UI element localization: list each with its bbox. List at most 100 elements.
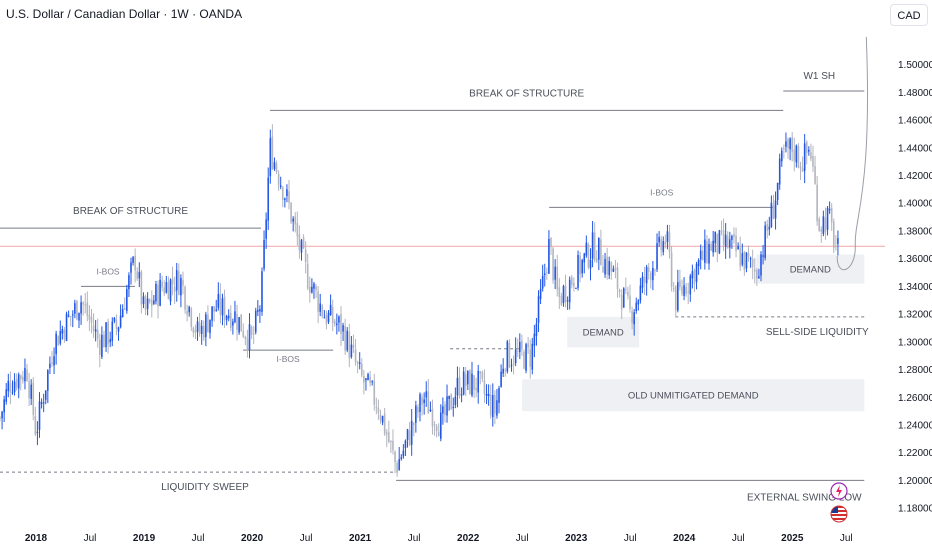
candle-body <box>381 415 384 423</box>
candle-body <box>679 280 681 288</box>
level-label: BREAK OF STRUCTURE <box>73 206 188 217</box>
candle-body <box>209 319 211 334</box>
candle-body <box>234 311 236 323</box>
x-tick-label: Jul <box>840 533 853 544</box>
candle-body <box>614 267 617 270</box>
candle-body <box>668 232 671 253</box>
candle-body <box>327 312 330 323</box>
candle-body <box>22 376 24 381</box>
candle-body <box>508 343 511 368</box>
candle-body <box>150 299 153 306</box>
candle-body <box>610 262 613 272</box>
alert-icon[interactable] <box>830 482 848 500</box>
candle-body <box>184 286 186 310</box>
candle-body <box>103 334 105 348</box>
candle-body <box>793 149 796 162</box>
candle-body <box>785 141 787 147</box>
level-label: I-BOS <box>277 354 300 364</box>
candle-body <box>622 288 625 308</box>
candle-body <box>358 362 361 365</box>
y-axis[interactable]: 1.18000 1.20000 1.22000 1.24000 1.26000 1.280… <box>898 60 932 514</box>
candle-body <box>130 262 132 273</box>
candle-body <box>24 367 26 382</box>
candle-body <box>252 333 255 335</box>
candle-body <box>128 275 130 290</box>
candle-body <box>419 394 421 412</box>
candle-body <box>311 286 313 293</box>
candle-body <box>521 340 523 350</box>
candle-body <box>402 450 405 457</box>
candle-body <box>641 276 644 288</box>
x-tick-label: Jul <box>516 533 529 544</box>
candle-body <box>329 304 332 316</box>
x-tick-label: Jul <box>192 533 205 544</box>
candle-body <box>799 166 802 169</box>
level-label: LIQUIDITY SWEEP <box>161 482 249 493</box>
candle-body <box>670 252 673 287</box>
candle-body <box>192 327 195 333</box>
candle-body <box>44 390 47 400</box>
candle-body <box>439 412 442 439</box>
candle-body <box>227 315 230 319</box>
candle-body <box>84 304 87 306</box>
candle-body <box>570 277 573 285</box>
candle-body <box>182 280 184 286</box>
candle-body <box>612 268 615 272</box>
candle-body <box>101 334 103 357</box>
candle-body <box>525 344 527 371</box>
candle-body <box>28 381 30 398</box>
candle-body <box>604 259 606 275</box>
candle-body <box>221 298 224 316</box>
candle-body <box>519 342 521 353</box>
candle-body <box>768 226 771 230</box>
candle-body <box>635 302 638 312</box>
candle-body <box>159 279 161 306</box>
candle-body <box>701 250 704 261</box>
candle-body <box>217 293 220 308</box>
candle-body <box>448 395 450 400</box>
candle-body <box>267 177 270 221</box>
candle-body <box>600 239 602 265</box>
candle-body <box>483 380 486 395</box>
candle-body <box>57 336 60 346</box>
candle-body <box>733 234 735 238</box>
y-tick-label: 1.44000 <box>898 143 932 154</box>
candle-body <box>783 148 785 150</box>
candle-body <box>240 314 242 332</box>
candle-body <box>369 376 371 383</box>
candle-body <box>550 237 552 247</box>
candle-body <box>346 330 349 351</box>
demand-zone <box>567 316 640 348</box>
candle-body <box>215 309 218 311</box>
x-tick-label: 2024 <box>673 533 696 544</box>
candle-body <box>720 230 723 232</box>
candle-body <box>835 245 837 247</box>
candle-body <box>309 286 311 293</box>
candle-body <box>157 284 159 307</box>
x-tick-label: Jul <box>624 533 637 544</box>
currency-button[interactable]: CAD <box>890 4 928 26</box>
candle-body <box>639 285 642 301</box>
candle-body <box>789 138 791 150</box>
candle-body <box>259 309 261 312</box>
candle-body <box>589 259 592 269</box>
candle-body <box>602 266 604 273</box>
x-axis[interactable]: 2018 Jul 2019 Jul 2020 Jul 2021 Jul 2022 Jul 2023 J… <box>25 533 853 544</box>
candle-body <box>826 207 829 230</box>
candle-body <box>225 315 228 320</box>
candle-body <box>410 420 413 445</box>
candle-body <box>546 271 548 273</box>
candle-body <box>629 295 631 309</box>
y-tick-label: 1.30000 <box>898 337 932 348</box>
candle-body <box>250 326 253 335</box>
candle-body <box>11 392 14 394</box>
candle-body <box>548 239 550 274</box>
candle-body <box>76 301 78 320</box>
candle-body <box>791 137 793 152</box>
candle-body <box>317 291 319 312</box>
candle-body <box>473 375 475 390</box>
overlay-layer <box>836 36 869 271</box>
x-tick-label: Jul <box>732 533 745 544</box>
candle-body <box>313 283 315 289</box>
